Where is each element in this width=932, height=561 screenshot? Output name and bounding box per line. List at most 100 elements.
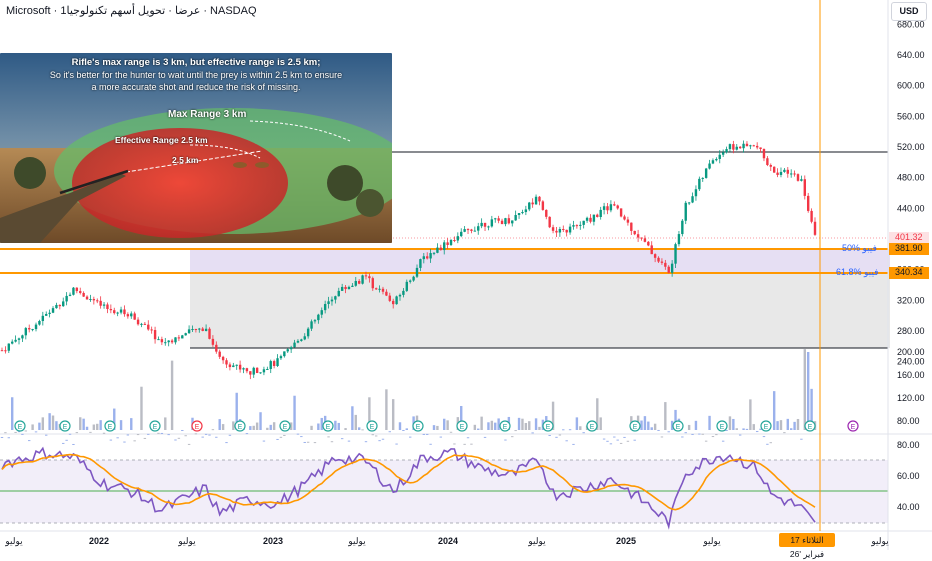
candle[interactable] bbox=[497, 215, 500, 224]
candle[interactable] bbox=[140, 322, 143, 328]
earnings-marker[interactable]: E bbox=[760, 420, 772, 432]
candle[interactable] bbox=[116, 311, 119, 317]
candle[interactable] bbox=[72, 287, 75, 296]
candle[interactable] bbox=[606, 203, 609, 215]
candle[interactable] bbox=[242, 367, 245, 374]
candle[interactable] bbox=[793, 170, 796, 177]
candle[interactable] bbox=[480, 218, 483, 229]
candle[interactable] bbox=[786, 167, 789, 178]
candle[interactable] bbox=[473, 226, 477, 232]
candle[interactable] bbox=[296, 339, 300, 344]
candle[interactable] bbox=[395, 295, 398, 305]
candle[interactable] bbox=[228, 362, 232, 371]
candle[interactable] bbox=[745, 141, 749, 147]
candle[interactable] bbox=[38, 319, 41, 326]
candle[interactable] bbox=[579, 221, 582, 230]
candle[interactable] bbox=[670, 260, 674, 277]
earnings-marker[interactable]: E bbox=[629, 420, 641, 432]
candle[interactable] bbox=[602, 202, 606, 215]
candle[interactable] bbox=[181, 334, 184, 339]
candle[interactable] bbox=[0, 347, 4, 352]
candle[interactable] bbox=[449, 238, 453, 247]
candle[interactable] bbox=[232, 362, 235, 368]
candle[interactable] bbox=[283, 351, 286, 358]
candle[interactable] bbox=[664, 259, 667, 270]
candle[interactable] bbox=[174, 337, 177, 345]
candle[interactable] bbox=[517, 212, 521, 219]
candle[interactable] bbox=[368, 273, 371, 283]
candle[interactable] bbox=[616, 204, 619, 210]
candle[interactable] bbox=[252, 366, 255, 378]
candle[interactable] bbox=[660, 258, 664, 265]
candle[interactable] bbox=[218, 349, 221, 359]
candle[interactable] bbox=[293, 339, 296, 348]
earnings-marker[interactable]: E bbox=[586, 420, 598, 432]
candle[interactable] bbox=[378, 285, 381, 293]
candle[interactable] bbox=[153, 326, 157, 344]
candle[interactable] bbox=[531, 198, 534, 208]
earnings-marker[interactable]: E bbox=[847, 420, 859, 432]
candle[interactable] bbox=[538, 195, 541, 206]
candle[interactable] bbox=[640, 237, 643, 241]
candle[interactable] bbox=[41, 311, 45, 326]
candle[interactable] bbox=[109, 304, 113, 314]
candle[interactable] bbox=[575, 224, 579, 229]
candle[interactable] bbox=[490, 215, 494, 228]
candle[interactable] bbox=[170, 338, 174, 344]
candle[interactable] bbox=[323, 300, 327, 314]
candle[interactable] bbox=[187, 325, 191, 334]
candle[interactable] bbox=[779, 167, 783, 178]
candle[interactable] bbox=[361, 274, 364, 285]
candle[interactable] bbox=[432, 252, 436, 256]
candle[interactable] bbox=[500, 218, 504, 225]
candle[interactable] bbox=[75, 287, 79, 294]
candle[interactable] bbox=[272, 359, 276, 369]
candle[interactable] bbox=[85, 295, 89, 300]
candle[interactable] bbox=[276, 354, 279, 368]
fib-618-label[interactable]: 61.8% فيبو bbox=[836, 267, 879, 277]
candle[interactable] bbox=[320, 307, 323, 319]
candle[interactable] bbox=[585, 216, 589, 223]
candle[interactable] bbox=[374, 287, 378, 290]
candle[interactable] bbox=[762, 148, 766, 162]
candle[interactable] bbox=[133, 311, 136, 320]
candle[interactable] bbox=[235, 364, 238, 370]
candle[interactable] bbox=[221, 355, 225, 364]
candle[interactable] bbox=[572, 220, 575, 230]
candle[interactable] bbox=[477, 222, 480, 235]
candle[interactable] bbox=[599, 206, 602, 220]
candle[interactable] bbox=[426, 252, 429, 260]
candle[interactable] bbox=[694, 185, 698, 201]
candle[interactable] bbox=[347, 285, 351, 290]
candle[interactable] bbox=[194, 328, 198, 333]
candle[interactable] bbox=[164, 337, 167, 346]
candle[interactable] bbox=[14, 335, 17, 343]
earnings-marker[interactable]: E bbox=[456, 420, 468, 432]
candle[interactable] bbox=[412, 275, 415, 282]
candle[interactable] bbox=[391, 298, 395, 309]
candle[interactable] bbox=[198, 327, 201, 333]
candle[interactable] bbox=[259, 372, 262, 374]
candle[interactable] bbox=[555, 227, 558, 237]
candle[interactable] bbox=[541, 200, 545, 211]
candle[interactable] bbox=[136, 317, 140, 326]
candle[interactable] bbox=[582, 220, 585, 229]
candle[interactable] bbox=[667, 265, 670, 274]
earnings-marker[interactable]: E bbox=[234, 420, 246, 432]
earnings-marker[interactable]: E bbox=[104, 420, 116, 432]
candle[interactable] bbox=[708, 159, 711, 170]
candle[interactable] bbox=[340, 283, 344, 291]
candle[interactable] bbox=[147, 320, 150, 331]
candle[interactable] bbox=[759, 147, 762, 153]
candle[interactable] bbox=[130, 311, 133, 319]
candle[interactable] bbox=[650, 241, 653, 255]
candle[interactable] bbox=[653, 253, 657, 263]
candle[interactable] bbox=[752, 144, 755, 147]
candle[interactable] bbox=[796, 173, 800, 182]
candle[interactable] bbox=[89, 294, 92, 302]
earnings-marker[interactable]: E bbox=[542, 420, 554, 432]
candle[interactable] bbox=[306, 327, 310, 339]
candle[interactable] bbox=[592, 214, 596, 226]
candle[interactable] bbox=[126, 312, 130, 319]
candle[interactable] bbox=[803, 175, 806, 200]
